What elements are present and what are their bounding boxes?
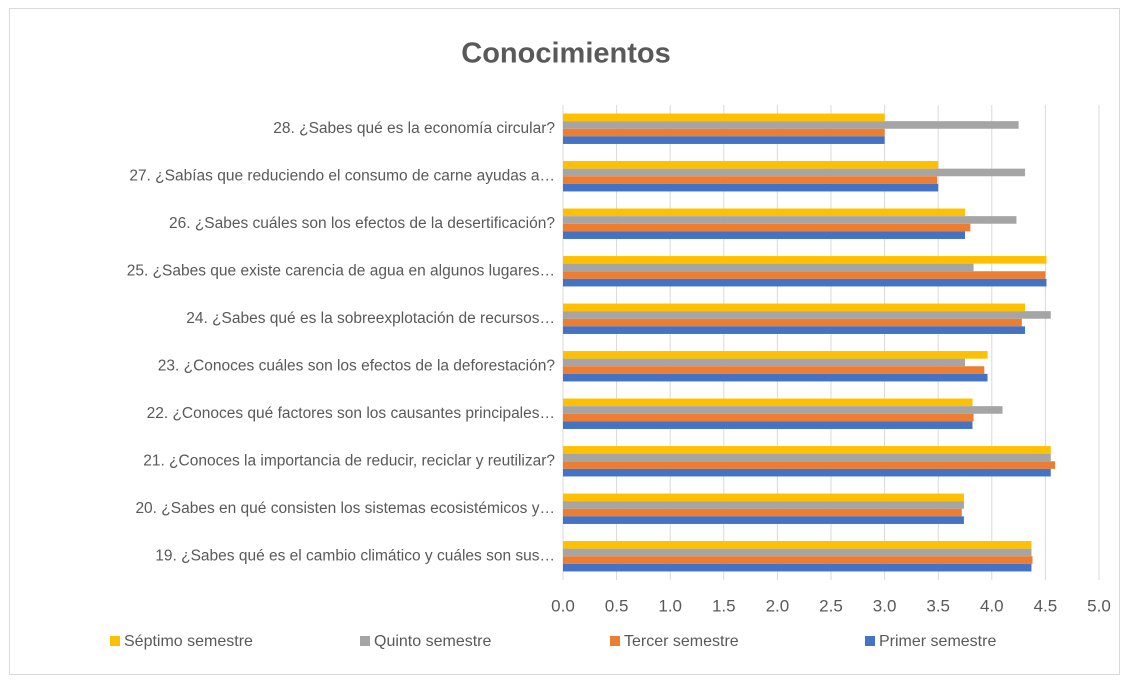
legend-swatch <box>360 636 370 646</box>
x-tick-label: 0.5 <box>605 596 629 615</box>
bar <box>563 311 1051 319</box>
bar <box>563 263 974 272</box>
bar <box>563 366 985 374</box>
bar <box>563 398 973 407</box>
bar <box>563 326 1026 334</box>
bar <box>563 136 885 144</box>
legend-label: Tercer semestre <box>624 633 739 650</box>
legend-swatch <box>110 636 120 646</box>
chart-border <box>9 8 1120 675</box>
bar <box>563 223 971 232</box>
bar <box>563 271 1046 279</box>
bar <box>563 161 939 169</box>
bar <box>563 406 1003 414</box>
bar <box>563 183 939 192</box>
x-tick-label: 3.0 <box>873 596 897 615</box>
chart-title: Conocimientos <box>461 38 670 70</box>
bar <box>563 208 965 217</box>
y-tick-label: 28. ¿Sabes qué es la economía circular? <box>273 120 555 137</box>
y-tick-label: 21. ¿Conoces la importancia de reducir, … <box>143 452 555 469</box>
bar <box>563 413 974 422</box>
bar <box>563 216 1017 224</box>
bar <box>563 468 1051 477</box>
y-tick-label: 19. ¿Sabes qué es el cambio climático y … <box>155 547 555 564</box>
y-tick-label: 26. ¿Sabes cuáles son los efectos de la … <box>169 215 555 232</box>
x-tick-label: 1.0 <box>658 596 682 615</box>
bar <box>563 541 1032 549</box>
bar <box>563 493 964 502</box>
bar <box>563 508 962 517</box>
legend-swatch <box>865 636 875 646</box>
bar <box>563 121 1019 129</box>
bar <box>563 358 965 367</box>
bar <box>563 278 1047 287</box>
bar <box>563 563 1032 572</box>
legend-label: Quinto semestre <box>374 633 491 650</box>
y-tick-label: 24. ¿Sabes qué es la sobreexplotación de… <box>186 310 555 327</box>
x-tick-label: 4.5 <box>1034 596 1058 615</box>
bar <box>563 556 1033 564</box>
x-tick-label: 5.0 <box>1087 596 1111 615</box>
y-tick-label: 23. ¿Conoces cuáles son los efectos de l… <box>158 357 556 374</box>
bar <box>563 373 988 382</box>
x-tick-label: 4.0 <box>980 596 1004 615</box>
bar <box>563 446 1051 454</box>
x-tick-label: 2.0 <box>766 596 790 615</box>
x-tick-label: 1.5 <box>712 596 736 615</box>
bar <box>563 318 1022 327</box>
bar <box>563 516 964 524</box>
bar <box>563 113 885 122</box>
bar <box>563 351 988 359</box>
legend-label: Primer semestre <box>879 633 996 650</box>
y-tick-label: 27. ¿Sabías que reduciendo el consumo de… <box>129 167 555 184</box>
x-tick-label: 3.5 <box>926 596 950 615</box>
bar <box>563 501 964 509</box>
bar <box>563 303 1026 312</box>
y-tick-label: 22. ¿Conoces qué factores son los causan… <box>147 405 555 422</box>
x-tick-label: 2.5 <box>819 596 843 615</box>
bar <box>563 176 938 184</box>
legend-swatch <box>610 636 620 646</box>
x-tick-label: 0.0 <box>551 596 575 615</box>
bar <box>563 256 1047 264</box>
bar <box>563 231 965 239</box>
bar <box>563 453 1051 462</box>
bar <box>563 421 973 429</box>
bar <box>563 128 885 137</box>
bar <box>563 168 1026 177</box>
y-tick-label: 20. ¿Sabes en qué consisten los sistemas… <box>135 500 555 517</box>
bar <box>563 548 1032 557</box>
legend-label: Séptimo semestre <box>124 633 253 650</box>
bar <box>563 461 1056 469</box>
y-tick-label: 25. ¿Sabes que existe carencia de agua e… <box>127 262 555 279</box>
